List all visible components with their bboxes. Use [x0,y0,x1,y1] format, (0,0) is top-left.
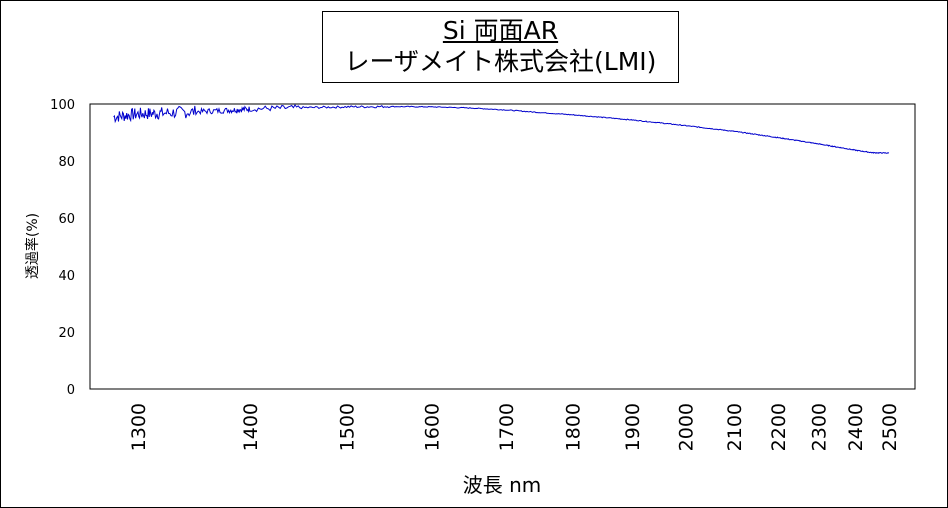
x-tick-label: 1600 [421,403,443,451]
x-tick-label: 2500 [879,403,901,451]
y-tick-label: 60 [58,212,75,227]
transmittance-series-line [113,104,890,154]
x-tick-label: 2100 [724,403,746,451]
x-tick-label: 2400 [845,403,867,451]
x-tick-label: 2000 [676,403,698,451]
y-tick-label: 80 [58,155,75,170]
y-axis-label: 透過率(%) [24,213,41,279]
x-tick-label: 2200 [768,403,790,451]
x-tick-label: 1400 [240,403,262,451]
x-tick-label: 1500 [337,403,359,451]
x-tick-label: 1900 [622,403,644,451]
x-tick-label: 1800 [563,403,585,451]
y-tick-label: 100 [50,98,75,113]
x-axis-label: 波長 nm [463,473,542,497]
y-tick-label: 0 [67,383,75,398]
x-axis-ticks: 1300 1400 1500 1600 1700 1800 1900 2000 2100 2200… [128,403,901,451]
plot-area [89,103,916,390]
y-tick-label: 20 [58,326,75,341]
chart-title-line1: Si 両面AR [442,16,559,45]
x-tick-label: 1300 [128,403,150,451]
y-axis-ticks: 0 20 40 60 80 100 [50,98,75,398]
x-tick-label: 1700 [496,403,518,451]
x-tick-label: 2300 [808,403,830,451]
chart-title-box: Si 両面AR レーザメイト株式会社(LMI) [322,11,679,83]
chart-title-line2: レーザメイト株式会社(LMI) [344,47,657,76]
y-tick-label: 40 [58,269,75,284]
